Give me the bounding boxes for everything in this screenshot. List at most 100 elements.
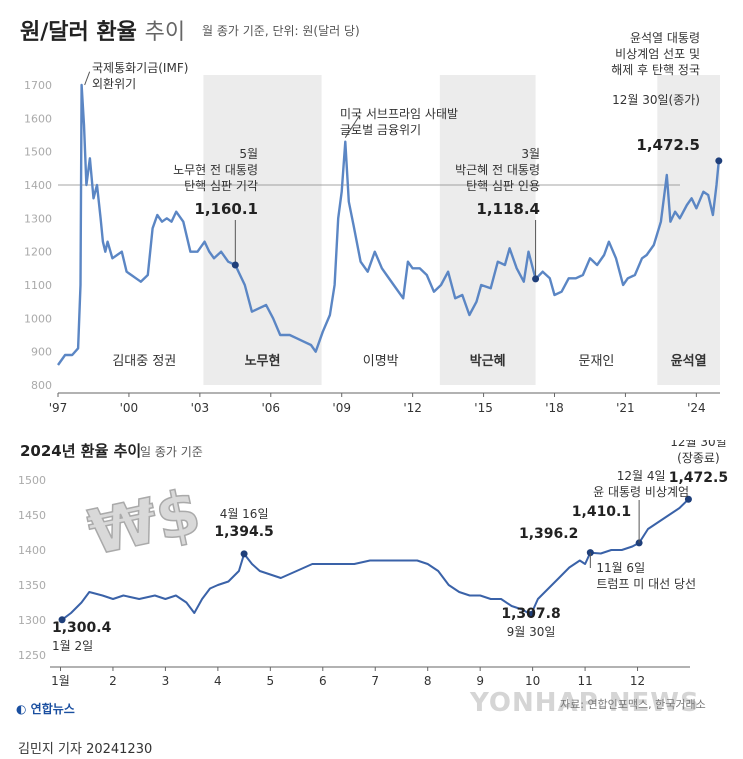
y-tick-label: 1700 — [24, 79, 52, 92]
annotation-text: 9월 30일 — [507, 625, 556, 639]
title-suffix: 추이 — [144, 20, 186, 45]
annotation-text: 노무현 전 대통령 — [173, 163, 258, 177]
x-tick-label: 10 — [525, 674, 540, 688]
x-tick-label: 11 — [577, 674, 592, 688]
yonhap-logo: ◐ 연합뉴스 — [16, 700, 75, 717]
annotation-text: 윤석열 대통령 — [630, 31, 700, 45]
annotation-marker — [684, 495, 692, 503]
annotation-text: 1월 2일 — [52, 639, 93, 653]
annotation-text: (장종료) — [677, 451, 719, 465]
x-tick-label: '15 — [474, 401, 493, 415]
logo-icon: ◐ — [16, 702, 27, 716]
x-tick-label: 5 — [267, 674, 275, 688]
annotation-marker — [715, 157, 723, 165]
y-tick-label: 1100 — [24, 279, 52, 292]
y-tick-label: 1450 — [18, 509, 46, 522]
annotation-leader — [84, 71, 91, 86]
annotation-text: 3월 — [521, 147, 540, 161]
annotation-text: 비상계엄 선포 및 — [615, 47, 700, 61]
era-band — [657, 75, 720, 385]
annotation-marker — [532, 275, 540, 283]
watermark: YONHAP NEWS — [470, 688, 700, 718]
annotation-text: 12월 30일 — [670, 440, 726, 449]
annotation-text: 트럼프 미 대선 당선 — [596, 577, 696, 591]
annotation-value: 1,307.8 — [501, 606, 560, 622]
x-tick-label: '00 — [120, 401, 139, 415]
title-main-text: 원/달러 환율 — [20, 20, 137, 45]
era-band — [203, 75, 322, 385]
y-tick-label: 1300 — [18, 614, 46, 627]
annotation-marker — [231, 261, 239, 269]
x-tick-label: '06 — [261, 401, 280, 415]
year-2024-exchange-rate-chart: 1500 1450 1400 1350 1300 1250 1월 2 3 4 5 6 7 8 9 10 11 12… — [18, 440, 728, 688]
era-label: 문재인 — [579, 354, 615, 369]
annotation-value: 1,394.5 — [214, 524, 273, 540]
era-label: 노무현 — [245, 353, 281, 369]
long-term-exchange-rate-chart: 1700 1600 1500 1400 1300 1200 1100 1000 900 800 김대… — [24, 31, 723, 415]
annotation-value: 1,472.5 — [669, 470, 728, 486]
era-band — [439, 75, 536, 385]
annotation-marker — [58, 616, 66, 624]
x-tick-label: '21 — [616, 401, 635, 415]
y-tick-label: 1350 — [18, 579, 46, 592]
annotation-value: 1,160.1 — [194, 200, 258, 218]
x-tick-label: 1월 — [51, 674, 70, 688]
era-label: 김대중 정권 — [112, 354, 176, 369]
y-tick-label: 1500 — [24, 146, 52, 159]
x-tick-label: 3 — [162, 674, 170, 688]
annotation-text: 12월 4일 — [617, 469, 666, 483]
annotation-text: 글로벌 금융위기 — [340, 123, 421, 137]
section2-note: 일 종가 기준 — [140, 445, 203, 459]
page-title: 원/달러 환율 추이 — [20, 14, 185, 46]
y-tick-label: 1400 — [24, 179, 52, 192]
byline: 김민지 기자 20241230 — [18, 742, 153, 757]
x-tick-label: 6 — [319, 674, 327, 688]
annotation-text: 국제통화기금(IMF) — [92, 61, 188, 75]
y-tick-label: 800 — [31, 379, 52, 392]
y-tick-label: 1250 — [18, 649, 46, 662]
y-tick-label: 1500 — [18, 474, 46, 487]
x-tick-label: '03 — [191, 401, 210, 415]
x-tick-label: '18 — [545, 401, 564, 415]
y-tick-label: 900 — [31, 346, 52, 359]
x-tick-label: '12 — [403, 401, 422, 415]
x-tick-label: 2 — [109, 674, 117, 688]
annotation-text: 해제 후 탄핵 정국 — [611, 63, 700, 77]
section2-title: 2024년 환율 추이 — [20, 442, 142, 460]
annotation-marker — [527, 611, 535, 619]
annotation-text: 11월 6일 — [596, 561, 645, 575]
source-note: 자료: 연합인포맥스, 한국거래소 — [560, 698, 706, 711]
annotation-marker — [240, 550, 248, 558]
annotation-text: 12월 30일(종가) — [612, 93, 700, 107]
y-tick-label: 1400 — [18, 544, 46, 557]
y-tick-label: 1000 — [24, 312, 52, 325]
y-tick-label: 1300 — [24, 212, 52, 225]
x-tick-label: '24 — [687, 401, 706, 415]
annotation-value: 1,300.4 — [52, 620, 112, 636]
annotation-value: 1,472.5 — [636, 136, 700, 154]
annotation-text: 외환위기 — [92, 77, 136, 91]
annotation-text: 미국 서브프라임 사태발 — [340, 107, 458, 121]
x-tick-label: '97 — [49, 401, 68, 415]
logo-text: 연합뉴스 — [30, 702, 75, 716]
era-label: 박근혜 — [470, 353, 506, 369]
annotation-text: 4월 16일 — [220, 507, 269, 521]
era-label: 이명박 — [363, 354, 399, 369]
x-tick-label: 12 — [630, 674, 645, 688]
annotation-text: 탄핵 심판 인용 — [466, 179, 540, 193]
y-tick-label: 1600 — [24, 112, 52, 125]
annotation-value: 1,396.2 — [519, 526, 578, 542]
annotation-text: 윤 대통령 비상계엄 — [593, 485, 689, 499]
era-label: 윤석열 — [671, 353, 707, 369]
won-dollar-glyph: ₩$ — [82, 480, 202, 560]
won-dollar-3d-icon: ₩$ — [82, 480, 202, 560]
x-tick-label: 7 — [371, 674, 379, 688]
x-tick-label: 4 — [214, 674, 222, 688]
x-tick-label: 8 — [424, 674, 432, 688]
y-tick-label: 1200 — [24, 246, 52, 259]
annotation-value: 1,410.1 — [572, 504, 631, 520]
annotation-text: 5월 — [239, 147, 258, 161]
annotation-text: 탄핵 심판 기각 — [184, 179, 258, 193]
unit-note: 월 종가 기준, 단위: 원(달러 당) — [202, 24, 360, 38]
